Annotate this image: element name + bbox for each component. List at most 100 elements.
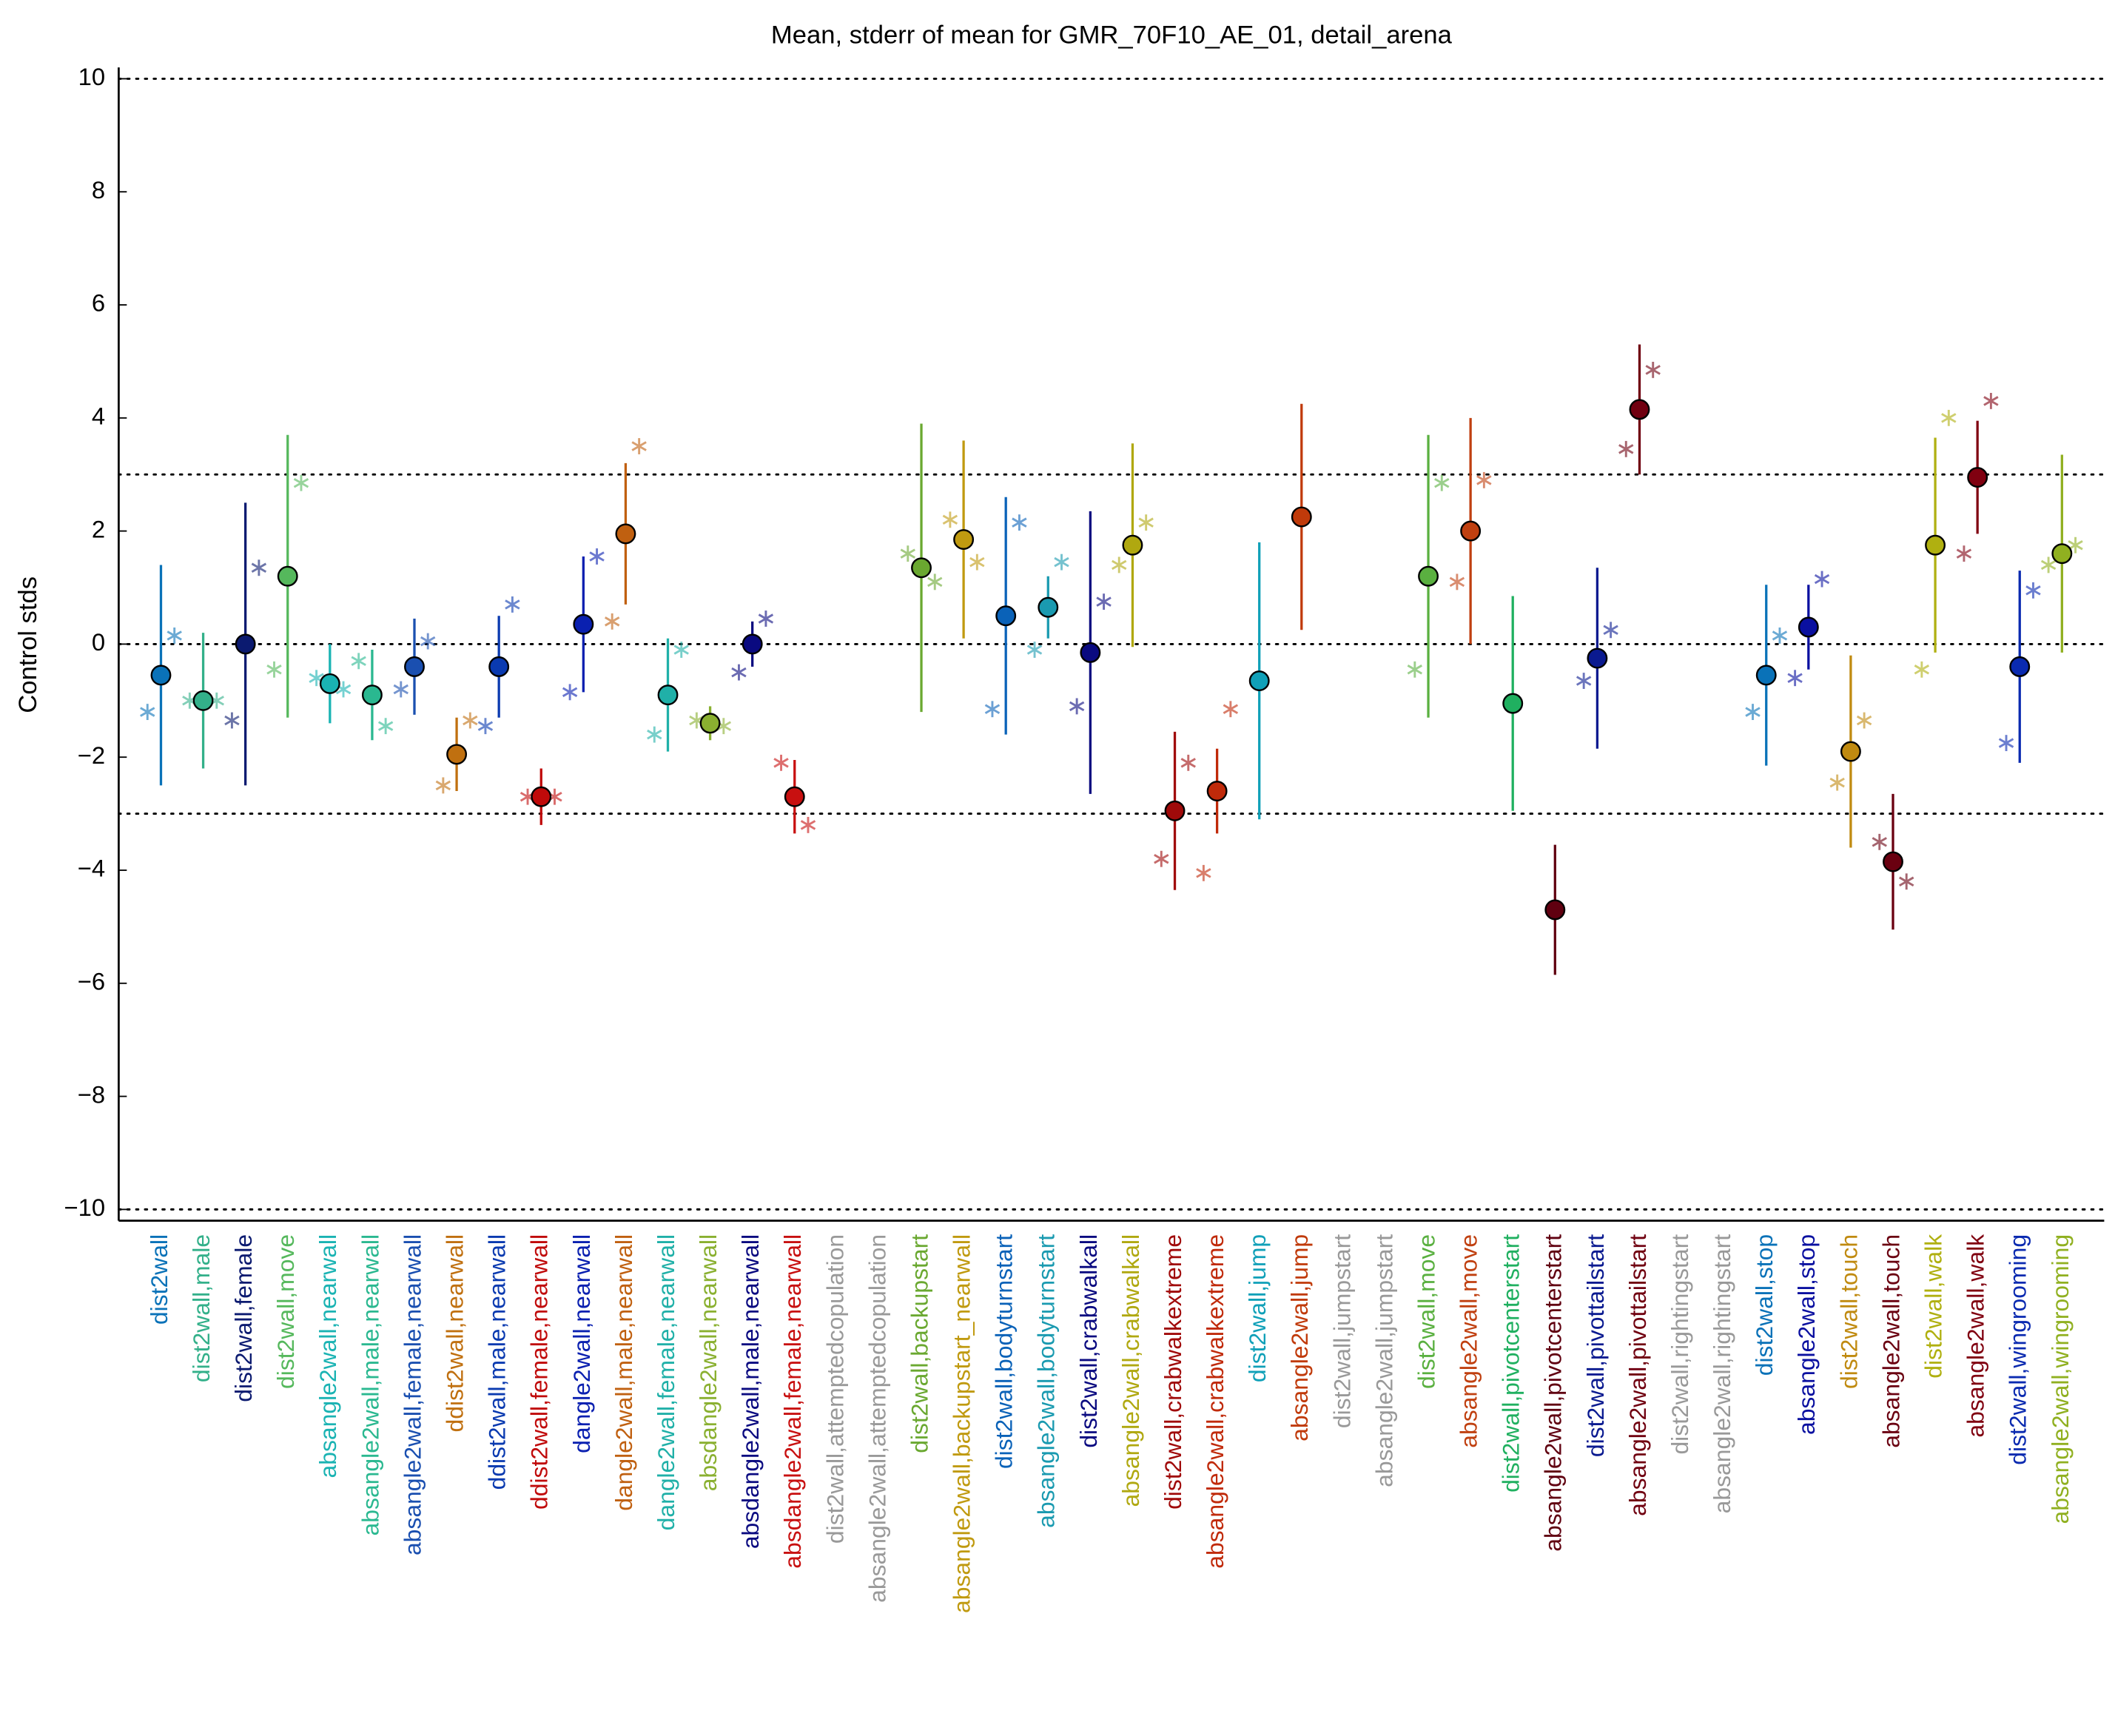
asterisk-stroke <box>351 656 366 667</box>
mean-marker <box>277 565 298 587</box>
mean-marker <box>1502 693 1524 714</box>
asterisk-stroke <box>984 704 1001 714</box>
asterisk <box>900 545 915 562</box>
asterisk <box>984 701 1001 718</box>
asterisk <box>1829 774 1845 791</box>
asterisk <box>1223 701 1239 718</box>
asterisk <box>420 633 436 650</box>
x-tick-label: dist2wall,female <box>230 1234 257 1402</box>
asterisk <box>1772 628 1788 644</box>
asterisk-stroke <box>140 707 155 717</box>
asterisk-stroke <box>1856 715 1872 726</box>
y-tick-label: −6 <box>78 967 105 995</box>
asterisk-stroke <box>1603 625 1618 636</box>
y-tick-label: 8 <box>92 176 105 203</box>
asterisk-stroke <box>1054 556 1069 568</box>
mean-marker <box>911 557 932 579</box>
asterisk-stroke <box>1180 758 1196 768</box>
asterisk-stroke <box>435 780 451 791</box>
asterisk <box>1956 545 1972 562</box>
x-tick-label: absdangle2wall,male,nearwall <box>737 1234 764 1549</box>
mean-marker <box>531 786 552 807</box>
asterisk <box>505 596 520 613</box>
asterisk <box>1814 571 1830 588</box>
mean-marker <box>1840 741 1861 762</box>
asterisk-stroke <box>647 729 662 740</box>
asterisk-stroke <box>731 667 747 678</box>
x-tick-label: dist2wall,jumpstart <box>1328 1234 1355 1428</box>
asterisk <box>1026 642 1043 658</box>
x-tick-label: dist2wall,pivotcenterstart <box>1498 1234 1524 1493</box>
asterisk-stroke <box>631 441 647 451</box>
asterisk <box>1180 754 1196 771</box>
x-tick-label: dist2wall,stop <box>1751 1234 1778 1376</box>
x-tick-label: ddist2wall,female,nearwall <box>526 1234 553 1510</box>
asterisk <box>562 684 578 701</box>
asterisk <box>1618 440 1634 457</box>
asterisk-stroke <box>758 613 774 624</box>
mean-marker <box>1206 781 1228 801</box>
asterisk-stroke <box>2040 559 2057 571</box>
asterisk <box>2025 582 2041 599</box>
mean-marker <box>1248 670 1270 692</box>
asterisk <box>1787 670 1803 687</box>
asterisk <box>2040 556 2057 573</box>
asterisk-stroke <box>251 562 267 573</box>
mean-marker <box>446 744 468 765</box>
asterisk <box>1914 661 1930 678</box>
asterisk-stroke <box>293 477 309 488</box>
x-tick-label: absdangle2wall,female,nearwall <box>779 1234 806 1569</box>
asterisk <box>1476 471 1492 488</box>
asterisk <box>293 474 309 491</box>
x-tick-label: absangle2wall,jumpstart <box>1371 1234 1397 1487</box>
asterisk-stroke <box>1026 645 1043 655</box>
x-tick-label: dangle2wall,female,nearwall <box>653 1234 679 1530</box>
asterisk <box>673 642 689 658</box>
asterisk-stroke <box>1138 517 1154 528</box>
asterisk-stroke <box>420 636 436 647</box>
asterisk-stroke <box>969 556 985 568</box>
x-tick-label: dist2wall <box>146 1234 172 1325</box>
x-tick-label: ddist2wall,male,nearwall <box>484 1234 511 1490</box>
x-tick-label: dist2wall,move <box>272 1234 299 1389</box>
asterisk <box>1154 850 1169 867</box>
mean-marker <box>742 633 763 655</box>
asterisk <box>393 681 408 698</box>
asterisk <box>1449 573 1465 591</box>
y-tick-label: 4 <box>92 402 105 429</box>
mean-marker <box>699 713 721 734</box>
asterisk-stroke <box>1012 517 1027 528</box>
asterisk-stroke <box>604 616 620 627</box>
asterisk <box>1603 622 1618 639</box>
asterisk-stroke <box>1983 396 1999 406</box>
asterisk <box>1196 864 1211 881</box>
x-tick-label: absangle2wall,bodyturnstart <box>1033 1234 1060 1528</box>
y-tick-label: −10 <box>64 1194 106 1221</box>
x-tick-label: ddist2wall,nearwall <box>442 1234 468 1433</box>
mean-marker <box>615 523 636 545</box>
y-tick-label: 0 <box>92 628 105 656</box>
asterisk-stroke <box>1449 576 1465 588</box>
x-tick-label: dist2wall,walk <box>1920 1234 1946 1379</box>
mean-marker <box>361 684 383 706</box>
mean-marker <box>1080 642 1101 663</box>
asterisk-stroke <box>1829 777 1845 788</box>
mean-marker <box>404 656 425 677</box>
asterisk-stroke <box>393 684 408 695</box>
x-tick-label: dist2wall,crabwalkextreme <box>1160 1234 1186 1510</box>
asterisk <box>1112 556 1127 573</box>
asterisk <box>942 511 958 528</box>
asterisk <box>1054 554 1069 571</box>
x-tick-label: absangle2wall,touch <box>1877 1234 1904 1448</box>
asterisk <box>758 610 774 627</box>
mean-marker <box>192 690 214 711</box>
asterisk <box>969 554 985 571</box>
asterisk-stroke <box>377 721 394 731</box>
mean-marker <box>2051 543 2073 565</box>
asterisk <box>773 754 789 771</box>
mean-marker <box>150 665 172 686</box>
asterisk <box>1576 673 1592 690</box>
y-tick-label: 2 <box>92 515 105 542</box>
x-tick-label: absdangle2wall,nearwall <box>695 1234 722 1491</box>
asterisk-stroke <box>1576 676 1592 686</box>
